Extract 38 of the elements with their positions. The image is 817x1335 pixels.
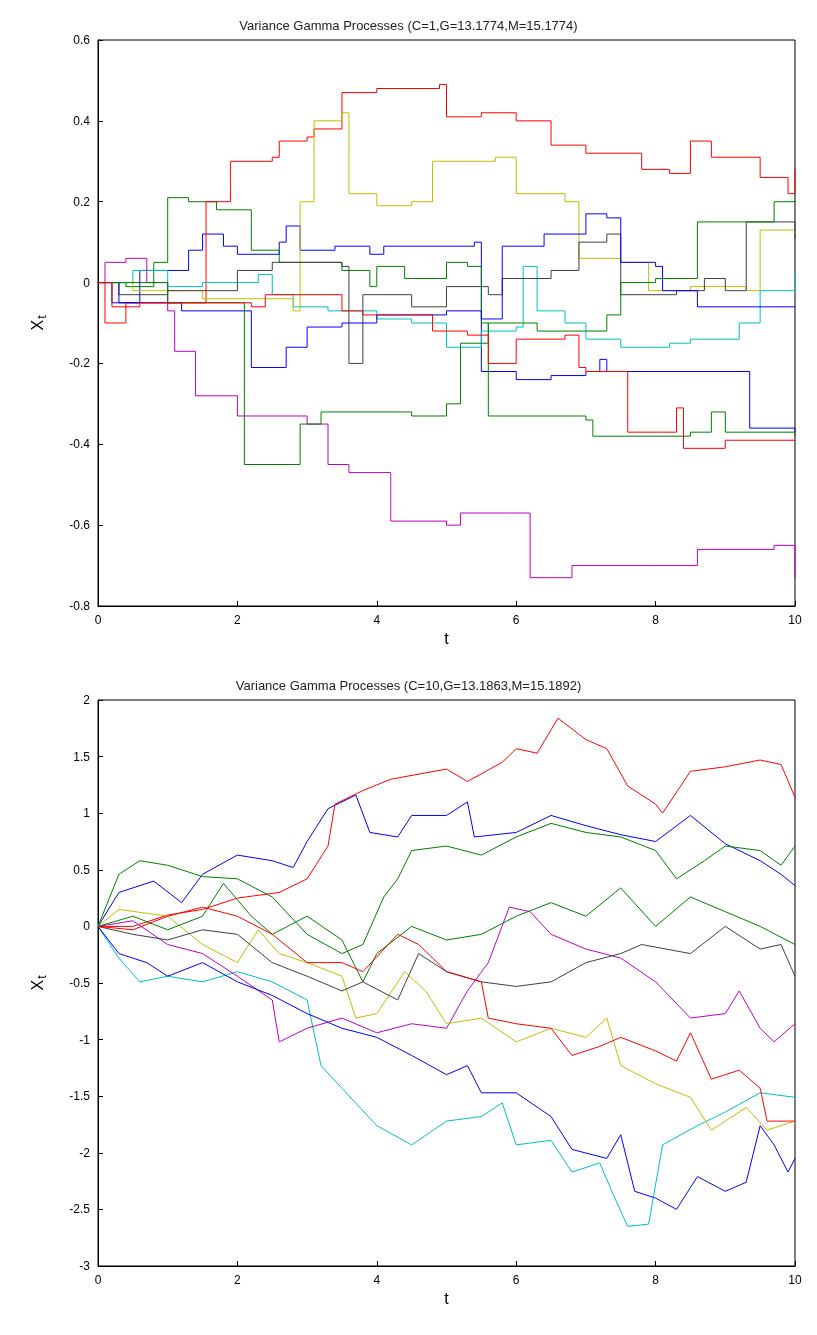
x-tick-label: 0: [94, 613, 102, 627]
x-tick-label: 0: [94, 1273, 102, 1287]
y-tick-label: -0.4: [69, 437, 91, 452]
x-tick-label: 6: [512, 613, 520, 627]
y-tick-label: 0.6: [73, 33, 91, 47]
y-tick-label: 1.5: [73, 749, 91, 764]
y-tick-label: 0.4: [73, 113, 91, 128]
x-tick-label: 8: [652, 1273, 660, 1287]
chart-title: Variance Gamma Processes (C=10,G=13.1863,M=15.1892): [235, 678, 582, 693]
y-tick-label: -0.2: [69, 356, 91, 371]
x-axis-title: t: [444, 630, 450, 648]
y-axis-title: Xt: [28, 974, 49, 991]
x-tick-label: 10: [788, 613, 802, 627]
y-tick-label: -3: [79, 1259, 91, 1273]
x-tick-label: 2: [234, 1273, 242, 1287]
y-tick-label: 0: [83, 275, 91, 290]
x-tick-label: 10: [788, 1273, 802, 1287]
x-tick-label: 6: [512, 1273, 520, 1287]
y-tick-label: -2: [79, 1145, 91, 1160]
y-tick-label: -0.5: [69, 976, 91, 990]
x-tick-label: 2: [234, 613, 242, 627]
x-tick-label: 4: [373, 1273, 381, 1287]
y-tick-label: -0.6: [69, 518, 91, 533]
x-tick-label: 8: [652, 613, 660, 627]
y-tick-label: -2.5: [69, 1202, 91, 1217]
y-tick-label: 0.5: [73, 862, 91, 877]
line-series: [97, 925, 796, 1001]
y-tick-label: 0.2: [73, 194, 91, 209]
x-tick-label: 4: [373, 613, 381, 627]
y-tick-label: 0: [83, 919, 91, 934]
y-tick-label: 1: [83, 806, 91, 821]
y-tick-label: -0.8: [69, 599, 91, 613]
y-tick-label: -1.5: [69, 1089, 91, 1104]
chart-title: Variance Gamma Processes (C=1,G=13.1774,M=15.1774): [239, 18, 578, 33]
y-tick-label: 2: [83, 693, 91, 707]
y-tick-label: -1: [79, 1032, 91, 1047]
x-axis-title: t: [444, 1290, 450, 1308]
y-axis-title: Xt: [28, 314, 49, 331]
